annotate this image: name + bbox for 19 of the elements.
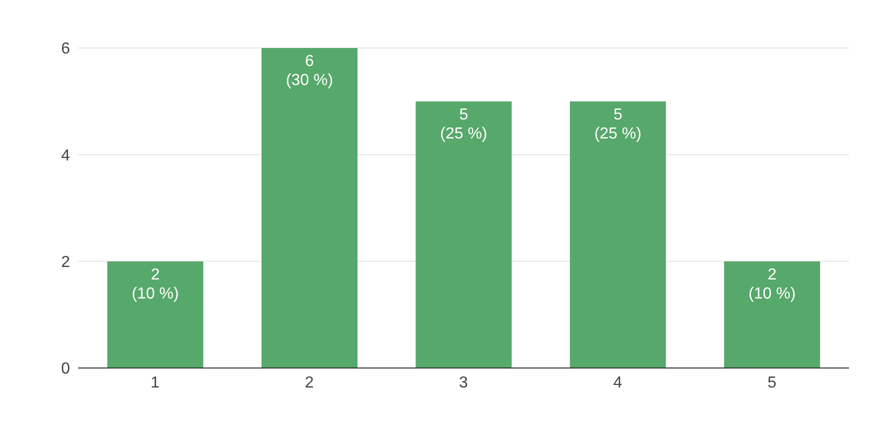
y-tick-label: 2 — [61, 254, 70, 272]
bar — [262, 48, 358, 368]
bar — [107, 261, 204, 368]
bar — [416, 101, 512, 368]
x-tick-label: 3 — [459, 374, 468, 392]
bar — [570, 101, 666, 368]
y-tick-label: 4 — [61, 147, 70, 164]
data-label: 6 (30 %) — [286, 53, 334, 89]
bar — [724, 261, 820, 368]
y-tick-label: 0 — [61, 360, 70, 378]
y-tick-label: 6 — [61, 40, 70, 58]
x-tick-label: 2 — [304, 374, 314, 392]
x-tick-label: 5 — [767, 374, 776, 392]
data-label: 2 (10 %) — [748, 266, 796, 302]
x-tick-label: 4 — [613, 374, 622, 392]
data-label: 5 (25 %) — [440, 106, 488, 142]
data-label: 5 (25 %) — [594, 106, 642, 142]
data-label: 2 (10 %) — [132, 266, 179, 302]
x-tick-label: 1 — [150, 374, 160, 392]
